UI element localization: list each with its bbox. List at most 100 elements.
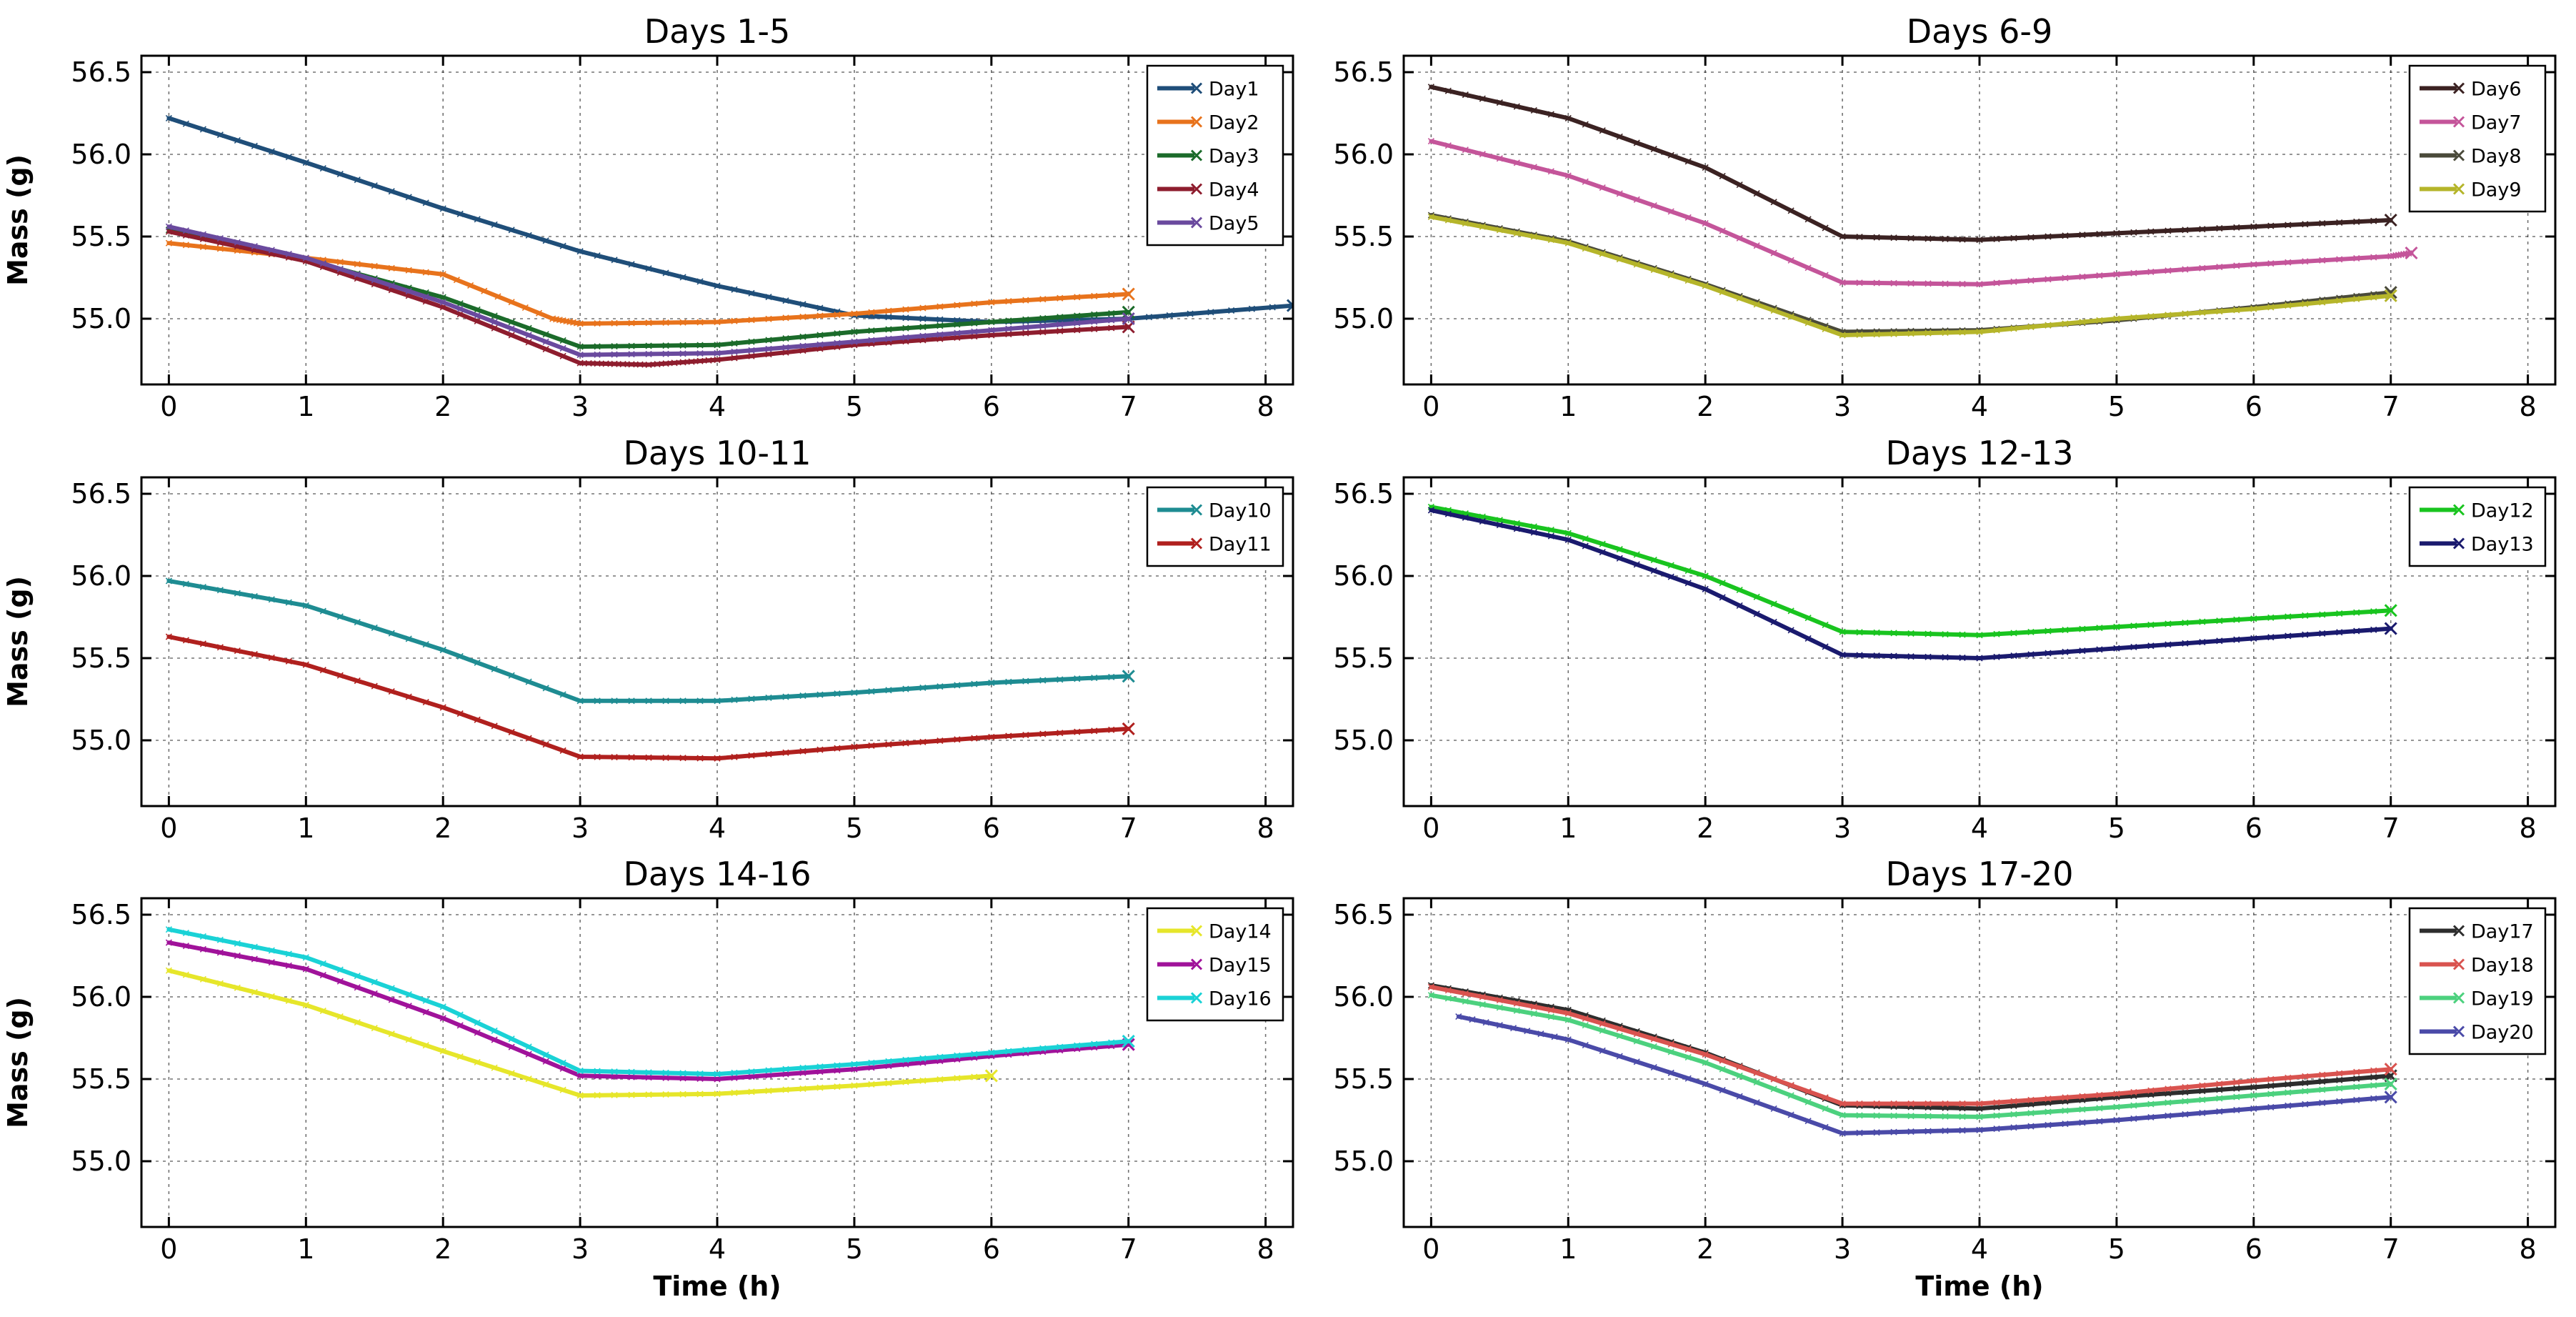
- data-point-marker: [1822, 621, 1829, 628]
- data-point-marker: [971, 680, 978, 687]
- data-point-marker: [2397, 251, 2405, 258]
- data-point-marker: [354, 177, 361, 184]
- data-point-marker: [799, 301, 807, 308]
- subplot-4: 0 1 2 3 4 5 6 7 8 55.0 55.5 56.0 56.5 Days 12-13 Day12…: [1333, 434, 2557, 844]
- data-point-marker: [2130, 643, 2137, 651]
- data-point-marker: [611, 754, 618, 761]
- series-line-day8: [1429, 213, 2393, 334]
- data-point-marker: [971, 333, 978, 340]
- data-point-marker: [1976, 328, 1983, 335]
- data-point-marker: [2096, 1091, 2103, 1098]
- data-point-marker: [2182, 227, 2189, 234]
- data-point-marker: [765, 351, 772, 358]
- data-point-marker: [319, 960, 326, 967]
- legend-label: Day8: [2471, 146, 2522, 168]
- data-point-marker: [439, 299, 446, 306]
- data-point-marker: [2353, 1096, 2360, 1103]
- series-line-day10: [166, 578, 1131, 703]
- data-point-marker: [1719, 1057, 1726, 1064]
- y-tick-label: 56.0: [71, 560, 131, 592]
- data-point-marker: [868, 1059, 875, 1066]
- data-point-marker: [2096, 317, 2103, 324]
- data-point-marker: [2285, 259, 2292, 266]
- data-point-marker: [1993, 1099, 2000, 1106]
- y-tick-label: 55.5: [1333, 1063, 1394, 1095]
- data-point-marker: [662, 319, 669, 327]
- data-point-marker: [1856, 1100, 1863, 1108]
- data-point-marker: [2370, 294, 2377, 301]
- data-point-marker: [697, 319, 704, 326]
- data-point-marker: [1022, 677, 1029, 685]
- data-point-marker: [251, 142, 258, 149]
- data-point-marker: [1719, 227, 1726, 234]
- data-point-marker: [2216, 224, 2223, 232]
- data-point-marker: [1479, 1001, 1486, 1008]
- data-point-marker: [2045, 627, 2052, 635]
- data-point-marker: [611, 257, 618, 264]
- data-point-marker: [1524, 1028, 1531, 1035]
- data-point-marker: [1924, 630, 1932, 637]
- data-point-marker: [731, 1069, 738, 1076]
- chart-title: Days 1-5: [644, 12, 791, 51]
- data-point-marker: [1496, 517, 1503, 524]
- data-point-marker: [662, 754, 669, 762]
- data-point-marker: [2216, 1086, 2223, 1093]
- x-tick-label: 0: [160, 1233, 177, 1265]
- data-point-marker: [371, 990, 378, 997]
- data-point-marker: [697, 755, 704, 762]
- data-point-marker: [2250, 635, 2257, 642]
- data-point-marker: [1145, 314, 1153, 321]
- data-point-marker: [799, 342, 807, 349]
- data-point-marker: [251, 242, 258, 250]
- data-point-marker: [902, 1056, 909, 1063]
- data-point-marker: [1942, 1113, 1949, 1120]
- data-point-marker: [636, 361, 644, 368]
- series-line-day12: [1429, 505, 2393, 637]
- data-point-marker: [1959, 1100, 1966, 1108]
- data-point-marker: [1822, 1123, 1829, 1130]
- data-point-marker: [456, 710, 464, 717]
- data-point-marker: [2233, 1106, 2240, 1113]
- data-point-marker: [2285, 1074, 2292, 1081]
- data-point-marker: [1890, 652, 1897, 660]
- data-point-marker: [2370, 254, 2377, 261]
- legend-box: [2408, 486, 2547, 567]
- data-point-marker: [851, 1065, 858, 1073]
- data-point-marker: [1582, 245, 1589, 252]
- y-tick-label: 55.0: [71, 1145, 131, 1177]
- series-line-day17: [1429, 983, 2393, 1111]
- data-point-marker: [1482, 1019, 1489, 1026]
- legend-marker: [1190, 217, 1203, 229]
- data-point-marker: [319, 164, 326, 172]
- data-point-marker: [319, 667, 326, 674]
- data-point-marker: [1547, 111, 1554, 118]
- data-point-marker: [1839, 651, 1846, 658]
- subplot-5: 0 1 2 3 4 5 6 7 8 55.0 55.5 56.0 56.5 Days 14-16 Mass …: [2, 855, 1294, 1302]
- data-point-marker: [1942, 235, 1949, 243]
- data-point-marker: [371, 682, 378, 690]
- y-tick-label: 55.0: [1333, 725, 1394, 756]
- data-point-marker: [2027, 651, 2035, 658]
- end-point-marker: [1122, 1035, 1135, 1048]
- data-point-marker: [902, 324, 909, 332]
- data-point-marker: [585, 359, 592, 367]
- x-tick-label: 8: [1257, 1233, 1274, 1265]
- data-point-marker: [1736, 602, 1743, 609]
- data-point-marker: [1108, 1039, 1115, 1046]
- data-point-marker: [1530, 1003, 1537, 1010]
- data-point-marker: [559, 242, 566, 249]
- data-point-marker: [919, 323, 927, 331]
- legend-label: Day17: [2471, 921, 2534, 943]
- data-point-marker: [2147, 1087, 2155, 1094]
- data-point-marker: [1005, 317, 1012, 324]
- data-point-marker: [2267, 614, 2275, 621]
- data-point-marker: [1667, 562, 1674, 569]
- x-tick-label: 1: [1559, 1233, 1577, 1265]
- data-point-marker: [1513, 159, 1520, 167]
- data-point-marker: [2027, 323, 2035, 331]
- x-tick-label: 1: [297, 812, 314, 844]
- data-point-marker: [679, 350, 687, 357]
- data-point-marker: [1822, 643, 1829, 650]
- data-point-marker: [799, 1069, 807, 1076]
- data-point-marker: [1684, 158, 1692, 165]
